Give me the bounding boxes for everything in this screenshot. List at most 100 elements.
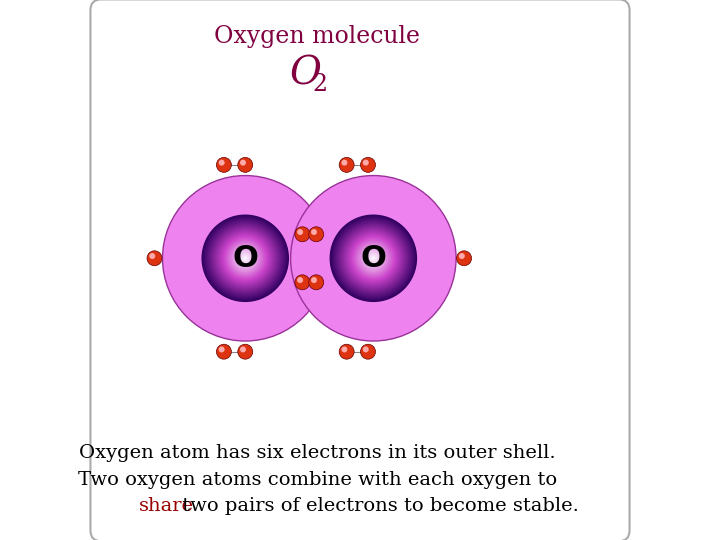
Circle shape [222, 235, 268, 281]
Circle shape [370, 255, 377, 261]
Circle shape [369, 255, 377, 262]
Circle shape [364, 249, 382, 267]
Circle shape [147, 251, 162, 266]
Circle shape [291, 176, 456, 341]
Circle shape [311, 277, 317, 283]
Circle shape [362, 247, 384, 269]
Circle shape [228, 241, 263, 276]
Circle shape [350, 235, 397, 282]
Circle shape [349, 234, 397, 282]
Circle shape [213, 226, 277, 291]
Circle shape [341, 226, 406, 291]
Circle shape [232, 245, 258, 272]
Circle shape [219, 232, 271, 285]
Circle shape [371, 256, 376, 260]
Circle shape [361, 246, 386, 271]
Circle shape [343, 228, 403, 288]
Circle shape [231, 245, 259, 272]
Circle shape [210, 222, 281, 294]
Circle shape [230, 243, 261, 274]
Circle shape [330, 215, 416, 301]
Circle shape [337, 222, 410, 295]
Circle shape [202, 214, 289, 302]
Text: O: O [233, 244, 258, 273]
Circle shape [225, 239, 265, 278]
Circle shape [333, 218, 413, 299]
Circle shape [338, 223, 408, 293]
Circle shape [217, 230, 274, 287]
Circle shape [228, 241, 262, 275]
Circle shape [348, 233, 399, 284]
Circle shape [331, 216, 415, 301]
Circle shape [244, 257, 247, 260]
Circle shape [332, 217, 415, 300]
Circle shape [345, 230, 402, 287]
Circle shape [204, 217, 287, 300]
Circle shape [346, 231, 401, 286]
Circle shape [240, 252, 251, 264]
Circle shape [459, 253, 465, 259]
Circle shape [361, 157, 375, 172]
Circle shape [214, 227, 276, 289]
Circle shape [295, 227, 310, 242]
Circle shape [336, 220, 411, 296]
Circle shape [344, 229, 402, 287]
Circle shape [220, 233, 270, 283]
Circle shape [352, 237, 395, 279]
Text: share: share [138, 497, 194, 516]
Circle shape [203, 216, 287, 301]
Circle shape [206, 219, 284, 298]
Circle shape [238, 157, 253, 172]
Circle shape [358, 243, 389, 274]
Circle shape [220, 233, 271, 284]
Circle shape [238, 252, 252, 265]
Text: O: O [361, 244, 387, 273]
Circle shape [230, 244, 260, 273]
Circle shape [218, 231, 272, 285]
Circle shape [340, 225, 407, 292]
Circle shape [341, 226, 405, 291]
Circle shape [235, 249, 255, 268]
Circle shape [357, 242, 390, 274]
Text: O: O [289, 56, 322, 93]
Circle shape [297, 277, 303, 283]
Circle shape [367, 252, 379, 264]
Circle shape [240, 160, 246, 166]
Circle shape [295, 275, 310, 290]
Circle shape [217, 344, 231, 359]
Circle shape [217, 157, 231, 172]
Circle shape [238, 251, 253, 266]
Circle shape [216, 229, 274, 287]
Circle shape [359, 244, 388, 273]
Circle shape [372, 257, 375, 260]
Circle shape [360, 245, 387, 272]
Circle shape [223, 237, 267, 280]
Circle shape [207, 220, 283, 296]
Circle shape [224, 237, 266, 279]
Circle shape [208, 221, 282, 295]
Circle shape [351, 237, 395, 280]
Circle shape [364, 249, 383, 268]
Circle shape [233, 247, 257, 270]
Circle shape [240, 347, 246, 353]
Circle shape [163, 176, 328, 341]
Circle shape [339, 344, 354, 359]
Circle shape [236, 249, 254, 267]
Circle shape [226, 239, 264, 277]
Circle shape [207, 220, 284, 297]
Circle shape [338, 222, 409, 294]
Circle shape [347, 232, 400, 285]
Circle shape [229, 242, 261, 274]
Circle shape [241, 254, 250, 262]
Circle shape [225, 238, 266, 279]
Circle shape [219, 160, 225, 166]
Circle shape [333, 218, 414, 299]
Circle shape [212, 225, 279, 292]
Circle shape [336, 221, 410, 295]
Circle shape [227, 240, 264, 276]
Circle shape [366, 252, 380, 265]
Circle shape [245, 258, 246, 259]
Circle shape [351, 235, 396, 281]
Circle shape [233, 246, 258, 271]
Circle shape [215, 228, 276, 289]
